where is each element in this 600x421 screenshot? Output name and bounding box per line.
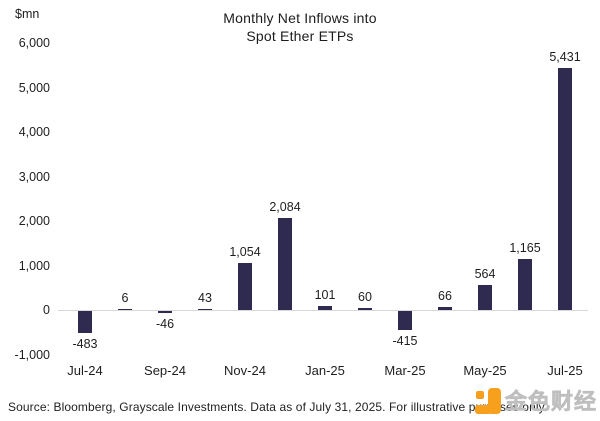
x-tick-label: Nov-24 [224, 363, 266, 378]
y-axis-unit-label: $mn [15, 7, 40, 21]
y-tick-label: 3,000 [18, 169, 50, 184]
y-tick-label: -1,000 [14, 348, 50, 362]
chart-title-line2: Spot Ether ETPs [246, 28, 354, 44]
bar-value-label: 2,084 [269, 199, 301, 214]
bar-aug-24 [118, 309, 132, 311]
x-tick-label: Jan-25 [305, 363, 345, 378]
x-tick-label: Jul-24 [67, 363, 103, 378]
bar-value-label: 66 [438, 289, 452, 304]
bar-value-label: 564 [474, 267, 496, 282]
bar-mar-25 [398, 311, 412, 330]
x-tick-label: Sep-24 [144, 363, 186, 378]
y-tick-label: 4,000 [18, 125, 50, 140]
y-tick-label: 1,000 [18, 258, 50, 273]
bar-value-label: 1,054 [229, 245, 261, 260]
bar-may-25 [478, 285, 492, 311]
bar-value-label: 60 [358, 289, 372, 304]
y-tick-label: 6,000 [18, 36, 50, 50]
bar-value-label: 1,165 [509, 240, 541, 255]
bar-jan-25 [318, 305, 332, 311]
bar-oct-24 [198, 308, 212, 311]
jinse-finance-logo-icon [474, 388, 502, 415]
chart-title-line1: Monthly Net Inflows into [223, 10, 377, 26]
bar-nov-24 [238, 263, 252, 311]
bar-jul-24 [78, 311, 92, 333]
y-tick-label: 2,000 [18, 214, 50, 229]
logo-square [475, 391, 484, 399]
bar-value-label: 43 [198, 290, 212, 305]
watermark: 金色财经 [474, 388, 597, 415]
bar-jul-25 [558, 68, 572, 311]
x-tick-label: Jul-25 [547, 363, 583, 378]
x-tick-label: May-25 [463, 363, 507, 378]
logo-foot [474, 405, 492, 414]
bar-value-label: -46 [155, 317, 175, 332]
bar-jun-25 [518, 258, 532, 311]
chart-title: Monthly Net Inflows into Spot Ether ETPs [0, 9, 600, 45]
bar-sep-24 [158, 311, 172, 314]
bar-value-label: -483 [72, 336, 98, 351]
bar-value-label: 6 [121, 291, 129, 306]
y-tick-label: 5,000 [18, 80, 50, 95]
bar-dec-24 [278, 217, 292, 311]
source-note: Source: Bloomberg, Grayscale Investments… [8, 400, 548, 414]
bar-value-label: -415 [392, 333, 418, 348]
bar-feb-25 [358, 307, 372, 311]
watermark-text: 金色财经 [504, 388, 597, 414]
x-axis-zero-line [58, 310, 588, 311]
bar-value-label: 5,431 [549, 50, 581, 65]
y-tick-label: 0 [43, 303, 50, 318]
bar-value-label: 101 [314, 287, 336, 302]
bar-apr-25 [438, 307, 452, 311]
x-tick-label: Mar-25 [384, 363, 426, 378]
